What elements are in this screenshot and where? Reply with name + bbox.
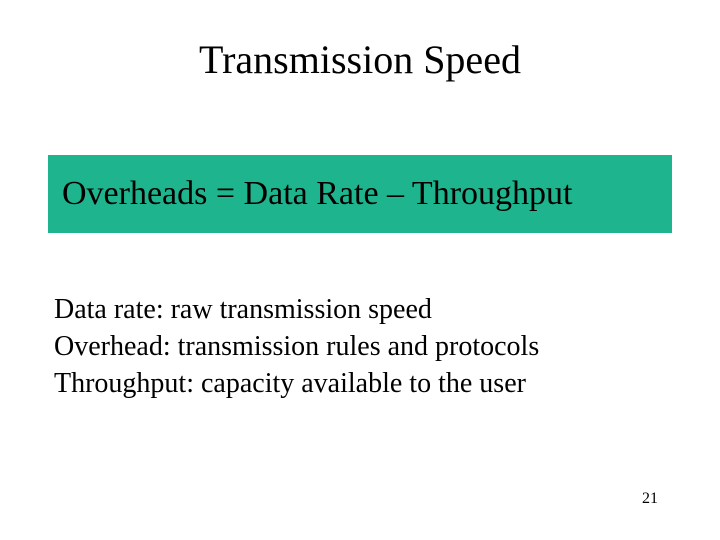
slide-title: Transmission Speed bbox=[0, 36, 720, 83]
definition-line: Overhead: transmission rules and protoco… bbox=[54, 329, 666, 366]
formula-text: Overheads = Data Rate – Throughput bbox=[62, 175, 572, 213]
definition-line: Data rate: raw transmission speed bbox=[54, 292, 666, 329]
definition-line: Throughput: capacity available to the us… bbox=[54, 366, 666, 403]
slide-container: Transmission Speed Overheads = Data Rate… bbox=[0, 0, 720, 540]
page-number: 21 bbox=[642, 490, 658, 508]
definitions-block: Data rate: raw transmission speed Overhe… bbox=[54, 292, 666, 403]
formula-box: Overheads = Data Rate – Throughput bbox=[48, 155, 672, 233]
